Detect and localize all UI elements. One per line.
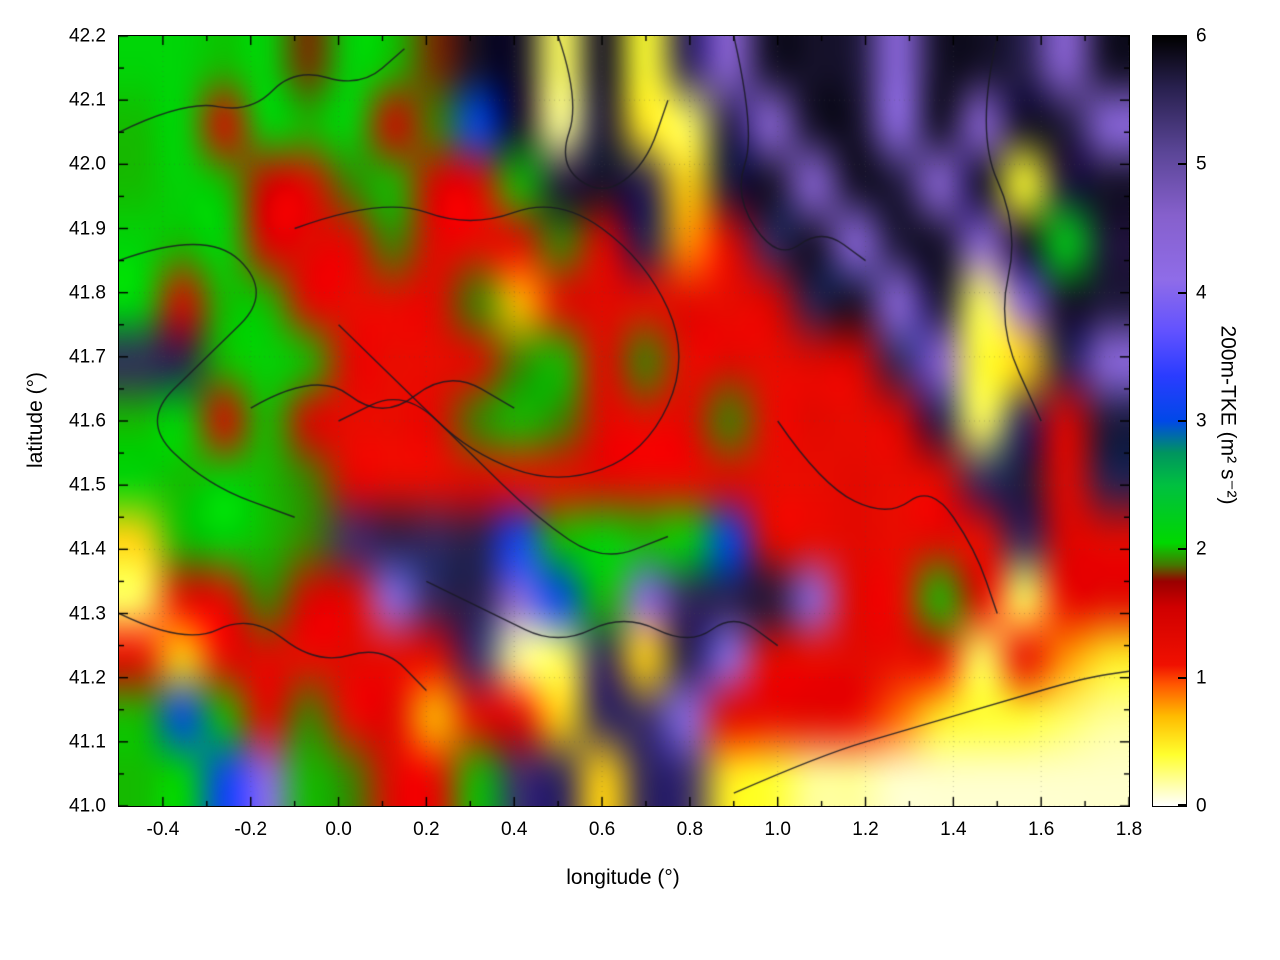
x-tick-label: 0.8	[676, 819, 704, 840]
y-tick-label: 42.2	[69, 25, 106, 47]
plot-area	[118, 35, 1130, 807]
colorbar-tick	[1178, 676, 1186, 679]
y-tick-label: 41.1	[69, 731, 106, 753]
x-tick-label: 1.2	[852, 819, 879, 840]
y-tick-label: 42.1	[69, 89, 106, 111]
x-tick-label: 1.6	[1027, 819, 1055, 840]
x-tick-label: 1.0	[764, 819, 791, 840]
x-tick-label: 1.8	[1115, 819, 1143, 840]
colorbar-tick-label: 0	[1196, 795, 1207, 817]
x-tick-label: 1.4	[940, 819, 967, 840]
colorbar-tick	[1178, 420, 1186, 422]
colorbar-tick-label: 1	[1196, 667, 1207, 689]
y-tick-label: 41.9	[69, 218, 106, 239]
x-axis-title: longitude (°)	[566, 866, 680, 889]
x-tick-label: 0.2	[413, 819, 440, 840]
y-tick-label: 41.3	[69, 603, 106, 624]
colorbar-tick-label: 5	[1196, 153, 1207, 175]
y-tick-label: 42.0	[69, 153, 106, 175]
colorbar-tick	[1178, 548, 1186, 551]
y-tick-label: 41.8	[69, 282, 106, 304]
colorbar-tick-label: 2	[1196, 538, 1207, 560]
colorbar-tick	[1178, 163, 1186, 166]
y-tick-label: 41.2	[69, 667, 106, 689]
colorbar-tick	[1178, 291, 1186, 294]
colorbar-tick	[1178, 36, 1186, 38]
y-tick-label: 41.4	[69, 538, 106, 560]
y-tick-label: 41.5	[69, 474, 106, 496]
x-tick-label: -0.4	[146, 819, 180, 840]
x-tick-label: 0.6	[588, 819, 616, 840]
colorbar-tick	[1178, 804, 1186, 806]
x-tick-label: -0.2	[234, 819, 268, 840]
y-tick-label: 41.0	[69, 795, 106, 817]
colorbar-title: 200m-TKE (m² s⁻²)	[1216, 325, 1240, 505]
y-tick-label: 41.7	[69, 346, 106, 368]
colorbar-tick-label: 4	[1196, 282, 1207, 304]
x-tick-label: 0.4	[500, 819, 528, 840]
heatmap-canvas	[119, 36, 1129, 806]
y-tick-label: 41.6	[69, 410, 106, 432]
colorbar-tick-label: 3	[1196, 410, 1207, 432]
colorbar	[1152, 35, 1187, 807]
colorbar-tick-label: 6	[1196, 25, 1207, 47]
x-tick-label: 0.0	[325, 819, 352, 840]
